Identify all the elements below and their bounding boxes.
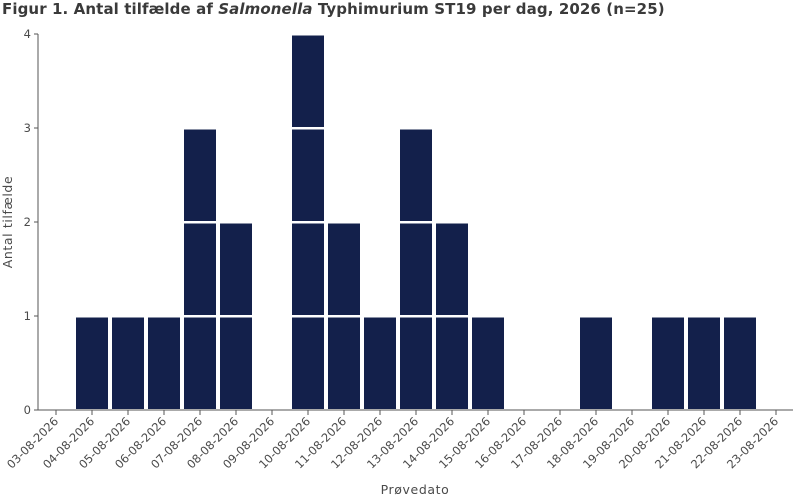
bar-block-14-08-2026-2 <box>435 222 469 316</box>
y-tick-label: 1 <box>24 309 31 323</box>
bar-block-20-08-2026-1 <box>651 316 685 410</box>
bar-block-11-08-2026-1 <box>327 316 361 410</box>
bar-block-04-08-2026-1 <box>75 316 109 410</box>
y-tick-label: 2 <box>24 215 31 229</box>
bar-block-10-08-2026-4 <box>291 34 325 128</box>
bar-block-22-08-2026-1 <box>723 316 757 410</box>
x-axis-title: Prøvedato <box>381 482 450 497</box>
bar-block-21-08-2026-1 <box>687 316 721 410</box>
y-axis-title: Antal tilfælde <box>0 176 15 269</box>
bar-block-07-08-2026-3 <box>183 128 217 222</box>
bar-block-08-08-2026-1 <box>219 316 253 410</box>
bar-block-10-08-2026-2 <box>291 222 325 316</box>
bar-block-10-08-2026-3 <box>291 128 325 222</box>
bar-block-14-08-2026-1 <box>435 316 469 410</box>
bar-block-15-08-2026-1 <box>471 316 505 410</box>
y-tick-label: 0 <box>24 403 31 417</box>
chart-title-prefix: Figur 1. Antal tilfælde af <box>2 0 219 18</box>
bar-block-05-08-2026-1 <box>111 316 145 410</box>
y-tick-label: 3 <box>24 121 31 135</box>
bar-block-18-08-2026-1 <box>579 316 613 410</box>
bar-block-07-08-2026-2 <box>183 222 217 316</box>
chart-title-suffix: Typhimurium ST19 per dag, 2026 (n=25) <box>312 0 665 18</box>
y-tick-label: 4 <box>24 27 31 41</box>
bar-block-13-08-2026-3 <box>399 128 433 222</box>
bar-block-13-08-2026-2 <box>399 222 433 316</box>
bar-block-07-08-2026-1 <box>183 316 217 410</box>
bar-block-11-08-2026-2 <box>327 222 361 316</box>
bar-block-13-08-2026-1 <box>399 316 433 410</box>
bar-block-06-08-2026-1 <box>147 316 181 410</box>
bar-block-10-08-2026-1 <box>291 316 325 410</box>
chart-title: Figur 1. Antal tilfælde af Salmonella Ty… <box>2 0 665 18</box>
bar-block-12-08-2026-1 <box>363 316 397 410</box>
bar-block-08-08-2026-2 <box>219 222 253 316</box>
bars-layer <box>75 34 757 410</box>
chart-title-italic: Salmonella <box>218 0 313 18</box>
